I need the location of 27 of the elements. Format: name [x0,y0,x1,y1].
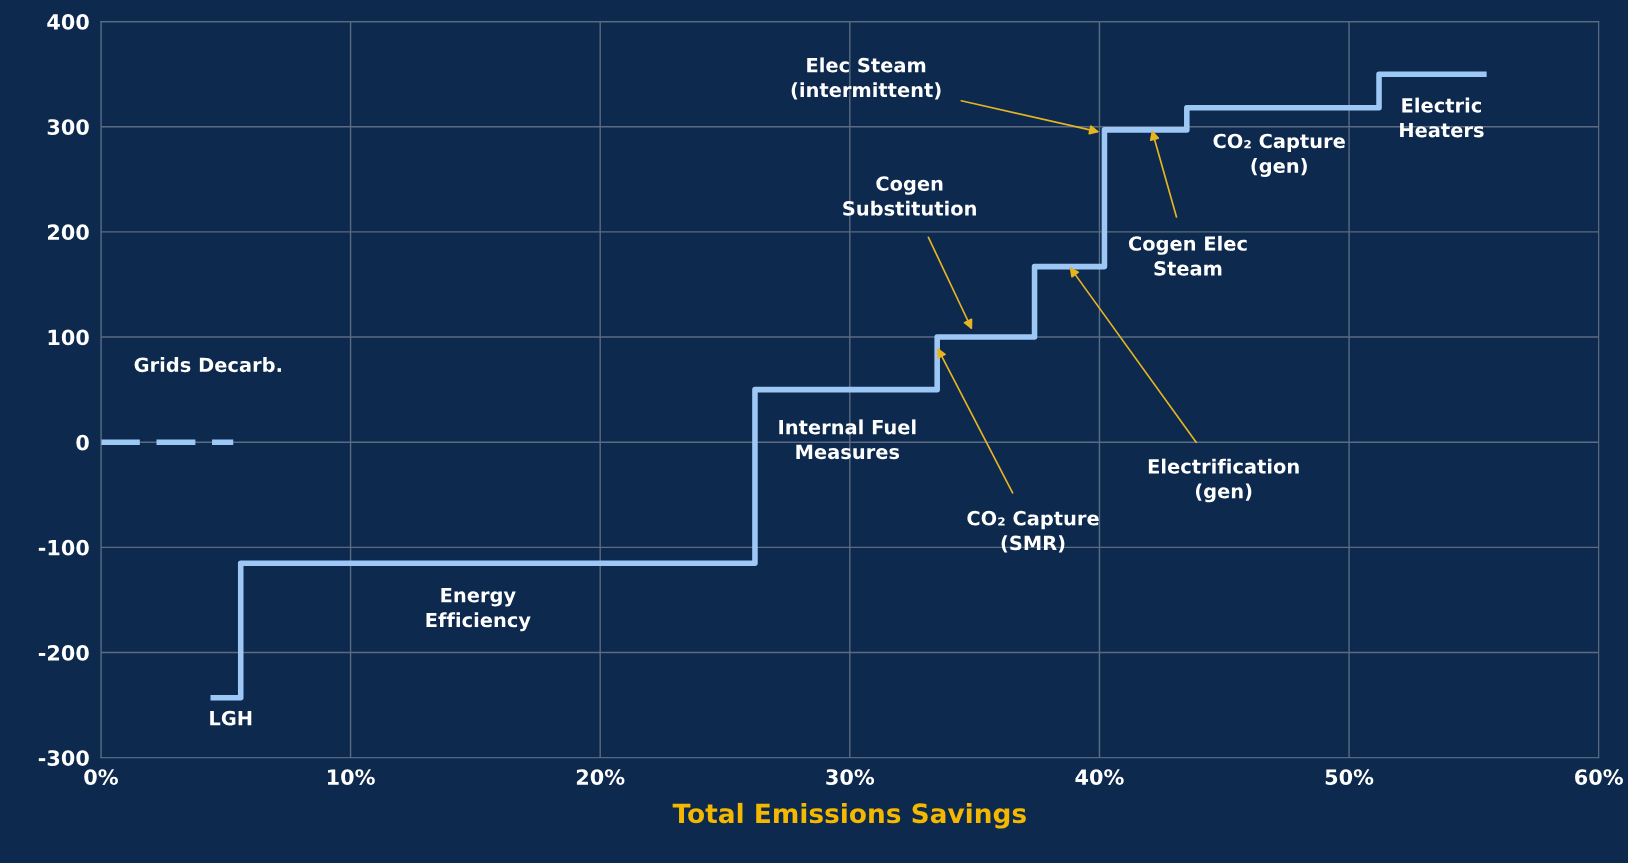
annotation: LGH [210,710,252,726]
x-tick-label: 20% [576,769,625,785]
annotation: CO₂ Capture (SMR) [967,510,1099,553]
y-tick-label: -300 [38,750,89,766]
annotation: Electrification (gen) [1148,458,1299,503]
x-tick-label: 0% [84,769,118,785]
x-tick-label: 10% [327,769,375,785]
y-tick-label: 100 [48,329,89,346]
x-axis-title: Total Emissions Savings [672,802,1026,829]
y-tick-label: 400 [47,14,89,30]
annotation: Elec Steam (intermittent) [791,57,941,100]
y-tick-label: -200 [38,645,89,661]
x-tick-label: 60% [1575,769,1623,785]
annotation: Cogen Substitution [843,176,976,216]
annotation: Cogen Elec Steam [1128,235,1247,276]
x-tick-label: 50% [1325,769,1374,785]
annotation: Internal Fuel Measures [779,419,916,460]
y-tick-label: 200 [47,224,89,241]
x-tick-label: 40% [1075,769,1124,785]
annotation: Electric Heaters [1400,97,1484,138]
annotation: Energy Efficiency [426,588,531,632]
y-tick-label: -100 [38,539,89,556]
y-tick-label: 300 [47,119,89,135]
y-tick-label: 0 [76,434,89,451]
annotation: Grids Decarb. [134,357,281,373]
x-tick-label: 30% [826,769,875,785]
annotation: CO₂ Capture (gen) [1213,133,1345,177]
